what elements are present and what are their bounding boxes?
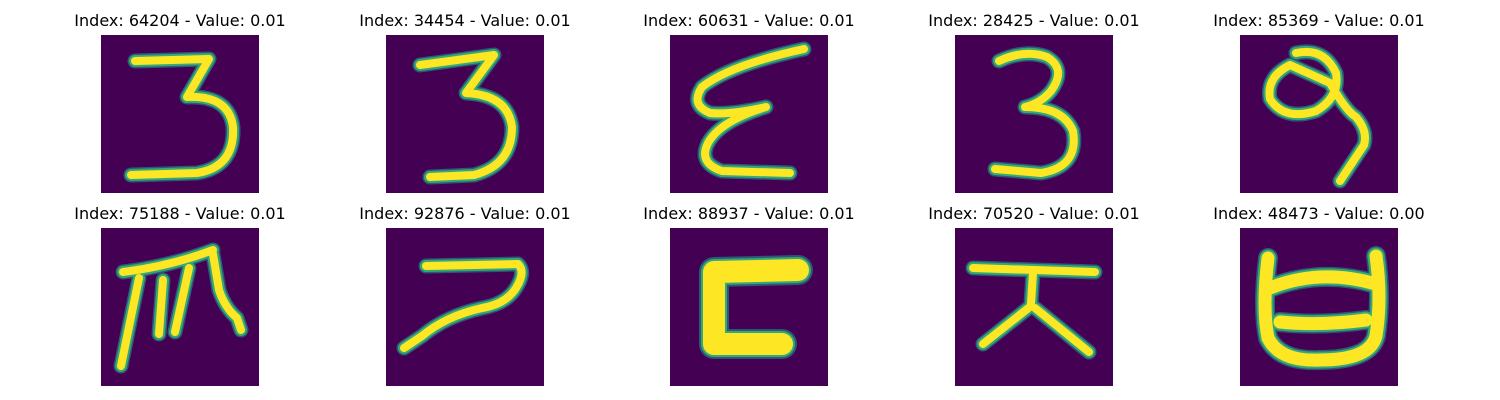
sample-cell: Index: 75188 - Value: 0.01 [60, 204, 300, 394]
sample-title: Index: 92876 - Value: 0.01 [345, 204, 585, 224]
glyph-character-image [1240, 228, 1398, 386]
sample-image [955, 35, 1113, 193]
sample-cell: Index: 70520 - Value: 0.01 [914, 204, 1154, 394]
glyph-epsilon-image [670, 35, 828, 193]
sample-cell: Index: 48473 - Value: 0.00 [1199, 204, 1439, 394]
sample-cell: Index: 88937 - Value: 0.01 [629, 204, 869, 394]
sample-image [101, 228, 259, 386]
glyph-character-image [670, 228, 828, 386]
sample-cell: Index: 92876 - Value: 0.01 [345, 204, 585, 394]
sample-image [670, 35, 828, 193]
sample-image [1240, 35, 1398, 193]
sample-cell: Index: 85369 - Value: 0.01 [1199, 11, 1439, 201]
sample-image [386, 228, 544, 386]
sample-title: Index: 60631 - Value: 0.01 [629, 11, 869, 31]
sample-title: Index: 70520 - Value: 0.01 [914, 204, 1154, 224]
sample-title: Index: 28425 - Value: 0.01 [914, 11, 1154, 31]
sample-cell: Index: 34454 - Value: 0.01 [345, 11, 585, 201]
sample-image [670, 228, 828, 386]
sample-cell: Index: 60631 - Value: 0.01 [629, 11, 869, 201]
glyph-nine-image [1240, 35, 1398, 193]
glyph-three-image [386, 35, 544, 193]
sample-image [1240, 228, 1398, 386]
sample-title: Index: 75188 - Value: 0.01 [60, 204, 300, 224]
sample-title: Index: 48473 - Value: 0.00 [1199, 204, 1439, 224]
sample-image [386, 35, 544, 193]
sample-cell: Index: 28425 - Value: 0.01 [914, 11, 1154, 201]
glyph-three-image [101, 35, 259, 193]
sample-image [955, 228, 1113, 386]
glyph-character-image [955, 228, 1113, 386]
sample-title: Index: 34454 - Value: 0.01 [345, 11, 585, 31]
sample-image [101, 35, 259, 193]
glyph-character-image [101, 228, 259, 386]
sample-title: Index: 85369 - Value: 0.01 [1199, 11, 1439, 31]
sample-title: Index: 88937 - Value: 0.01 [629, 204, 869, 224]
sample-title: Index: 64204 - Value: 0.01 [60, 11, 300, 31]
glyph-three-image [955, 35, 1113, 193]
glyph-character-image [386, 228, 544, 386]
sample-cell: Index: 64204 - Value: 0.01 [60, 11, 300, 201]
